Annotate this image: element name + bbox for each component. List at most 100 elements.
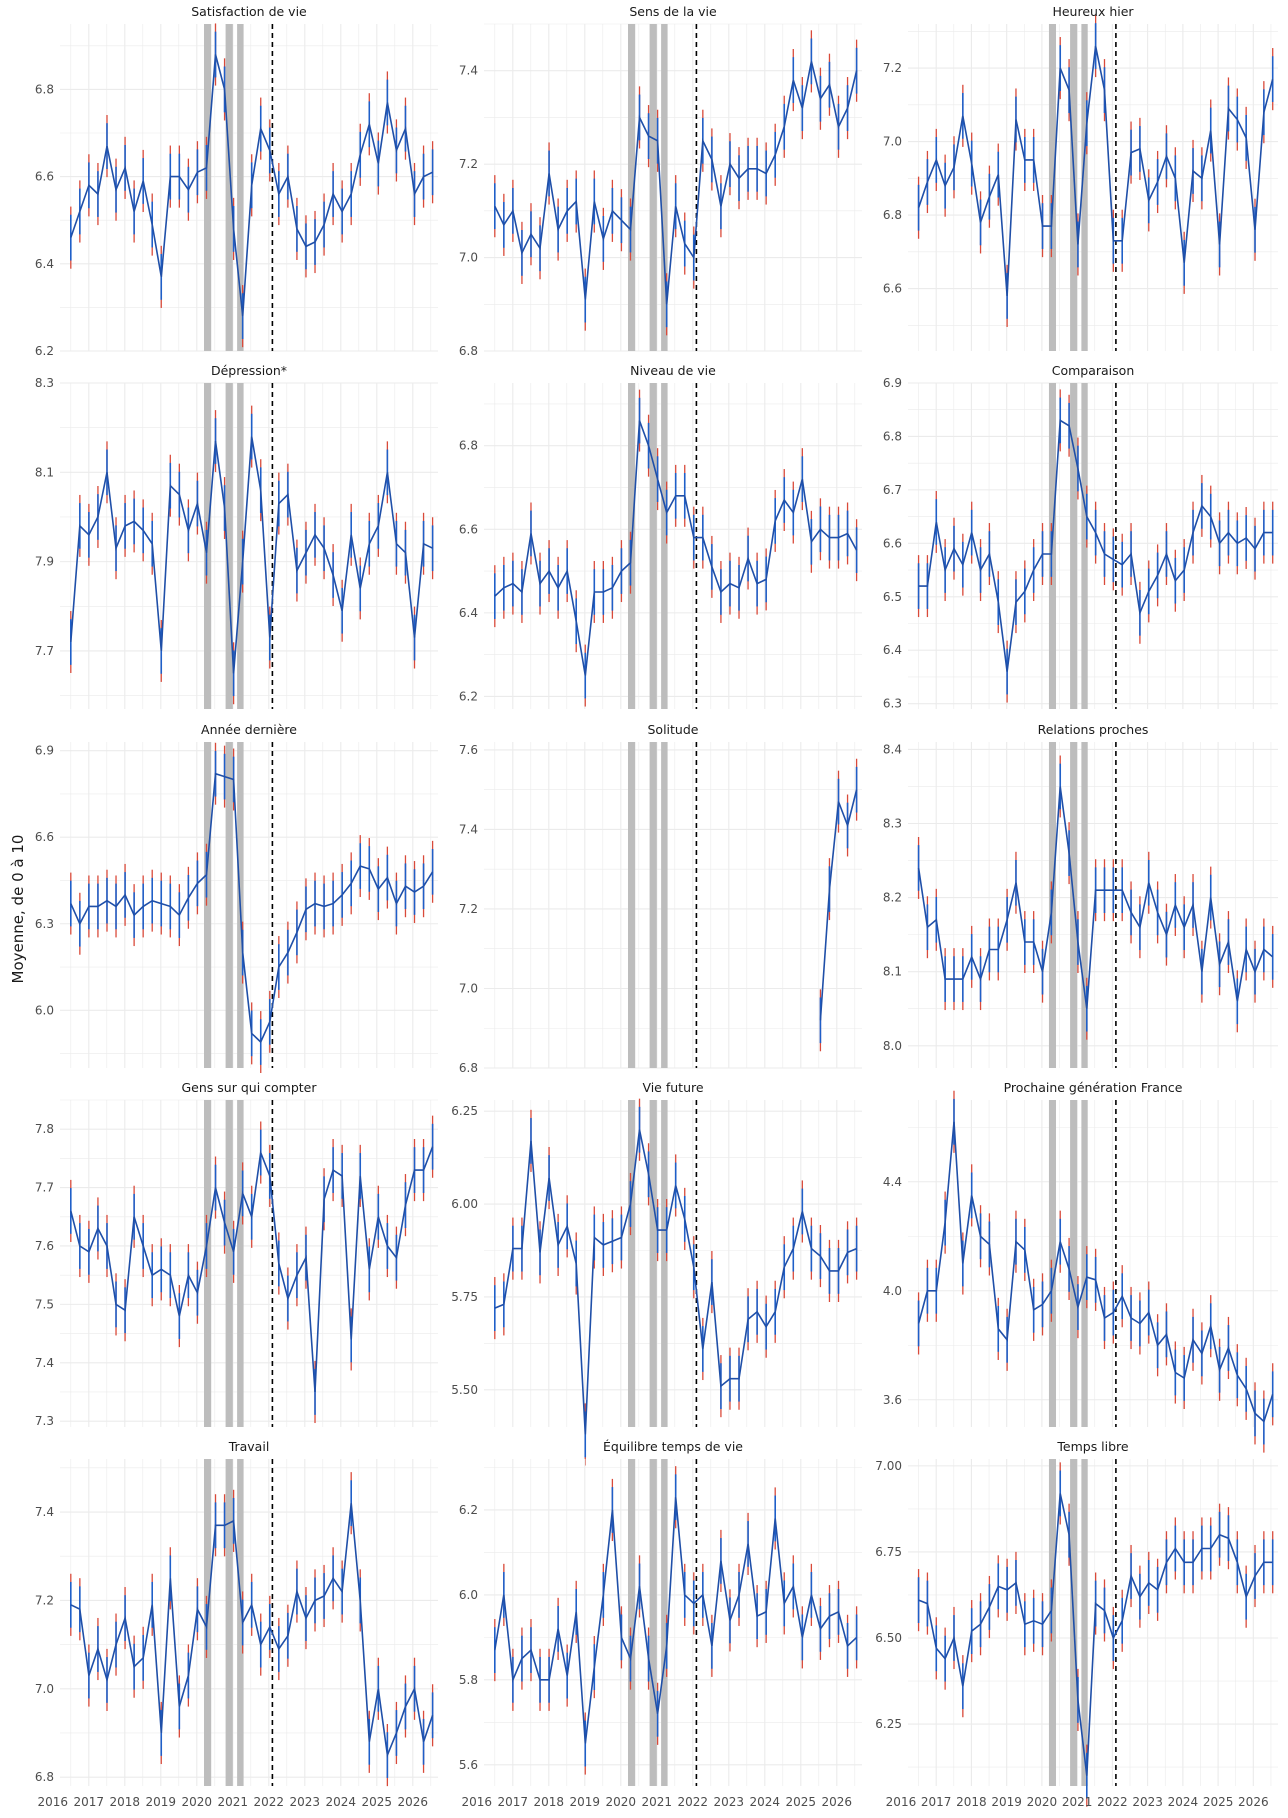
y-tick-label: 6.4 bbox=[883, 643, 902, 657]
y-tick-label: 7.4 bbox=[35, 1356, 54, 1370]
series-line bbox=[70, 1146, 434, 1393]
x-tick-label: 2016 bbox=[38, 1795, 69, 1809]
shaded-period bbox=[649, 24, 657, 351]
panel-title: Heureux hier bbox=[1052, 4, 1134, 19]
y-tick-label: 7.9 bbox=[35, 555, 54, 569]
x-tick-label: 2018 bbox=[110, 1795, 141, 1809]
panel-title: Relations proches bbox=[1038, 722, 1149, 737]
x-tick-label: 2019 bbox=[570, 1795, 601, 1809]
x-tick-label: 2021 bbox=[218, 1795, 249, 1809]
panel-title: Satisfaction de vie bbox=[191, 4, 307, 19]
y-tick-label: 4.4 bbox=[883, 1175, 902, 1189]
shaded-period bbox=[1070, 383, 1078, 709]
panel-title: Gens sur qui compter bbox=[182, 1080, 318, 1095]
series-line bbox=[819, 789, 858, 1021]
x-tick-label: 2020 bbox=[606, 1795, 637, 1809]
panel-5: 6.2 6.4 6.6 6.8 Niveau de vie bbox=[459, 363, 862, 709]
y-tick-label: 6.00 bbox=[451, 1197, 478, 1211]
y-tick-label: 6.50 bbox=[875, 1631, 902, 1645]
x-tick-label: 2016 bbox=[462, 1795, 493, 1809]
panel-13: 6.8 7.0 7.2 7.4 2016 2017 2018 2019 2020 2021 2022… bbox=[35, 1439, 438, 1809]
y-tick-label: 6.2 bbox=[35, 344, 54, 358]
shaded-period bbox=[649, 1459, 657, 1786]
panel-12: 3.6 4.0 4.4 Prochaine génération France bbox=[883, 1080, 1278, 1453]
panel-title: Solitude bbox=[648, 722, 699, 737]
y-tick-label: 6.0 bbox=[35, 1003, 54, 1017]
shaded-period bbox=[1081, 24, 1088, 351]
shaded-period bbox=[649, 1100, 657, 1427]
shaded-period bbox=[649, 383, 657, 709]
x-tick-label: 2025 bbox=[1203, 1795, 1234, 1809]
x-tick-label: 2016 bbox=[886, 1795, 917, 1809]
shaded-period bbox=[225, 383, 233, 709]
y-tick-label: 6.8 bbox=[883, 429, 902, 443]
x-tick-label: 2017 bbox=[498, 1795, 529, 1809]
series-line bbox=[494, 1129, 857, 1435]
y-tick-label: 6.0 bbox=[459, 1588, 478, 1602]
panel-7: 6.0 6.3 6.6 6.9 Année dernière bbox=[35, 722, 438, 1074]
panel-6: 6.3 6.4 6.5 6.6 6.7 6.8 6.9 Comparaison bbox=[883, 363, 1278, 711]
x-tick-label: 2026 bbox=[398, 1795, 429, 1809]
shaded-period bbox=[225, 742, 233, 1068]
y-tick-label: 6.5 bbox=[883, 590, 902, 604]
series-line bbox=[918, 1493, 1273, 1776]
shaded-period bbox=[628, 1100, 636, 1427]
panel-8: 6.8 7.0 7.2 7.4 7.6 Solitude bbox=[459, 722, 862, 1075]
panel-title: Équilibre temps de vie bbox=[603, 1439, 743, 1454]
shaded-period bbox=[661, 24, 668, 351]
y-tick-label: 8.1 bbox=[35, 465, 54, 479]
y-tick-label: 7.0 bbox=[459, 251, 478, 265]
panel-title: Année dernière bbox=[201, 722, 297, 737]
x-tick-label: 2022 bbox=[678, 1795, 709, 1809]
y-tick-label: 7.0 bbox=[35, 1682, 54, 1696]
panel-4: 7.7 7.9 8.1 8.3 Dépression* bbox=[35, 363, 438, 709]
y-tick-label: 6.2 bbox=[459, 689, 478, 703]
x-tick-label: 2017 bbox=[921, 1795, 952, 1809]
x-tick-label: 2023 bbox=[1132, 1795, 1163, 1809]
y-tick-label: 6.7 bbox=[883, 483, 902, 497]
shaded-period bbox=[237, 1100, 244, 1427]
panel-title: Travail bbox=[228, 1439, 270, 1454]
x-tick-label: 2020 bbox=[182, 1795, 213, 1809]
y-tick-label: 7.0 bbox=[459, 981, 478, 995]
y-tick-label: 6.4 bbox=[459, 606, 478, 620]
x-tick-label: 2021 bbox=[642, 1795, 673, 1809]
series-line bbox=[917, 45, 1274, 296]
y-tick-label: 6.9 bbox=[883, 376, 902, 390]
y-tick-label: 6.8 bbox=[35, 1770, 54, 1784]
panel-title: Sens de la vie bbox=[629, 4, 717, 19]
y-tick-label: 6.25 bbox=[875, 1717, 902, 1731]
y-tick-label: 4.0 bbox=[883, 1284, 902, 1298]
y-tick-label: 6.2 bbox=[459, 1503, 478, 1517]
shaded-period bbox=[628, 742, 636, 1068]
y-axis-label: Moyenne, de 0 à 10 bbox=[9, 834, 27, 984]
x-tick-label: 2018 bbox=[956, 1795, 987, 1809]
y-tick-label: 3.6 bbox=[883, 1393, 902, 1407]
series-line bbox=[494, 1497, 858, 1744]
y-tick-label: 6.8 bbox=[459, 344, 478, 358]
panel-1: 6.2 6.4 6.6 6.8 Satisfaction de vie bbox=[35, 4, 438, 358]
y-tick-label: 6.6 bbox=[459, 522, 478, 536]
y-tick-label: 7.6 bbox=[459, 743, 478, 757]
y-tick-label: 6.25 bbox=[451, 1104, 478, 1118]
x-tick-label: 2025 bbox=[362, 1795, 393, 1809]
panel-title: Dépression* bbox=[211, 363, 287, 378]
y-tick-label: 8.0 bbox=[883, 1039, 902, 1053]
panel-title: Prochaine génération France bbox=[1004, 1080, 1183, 1095]
shaded-period bbox=[661, 742, 668, 1068]
panel-3: 6.6 6.8 7.0 7.2 Heureux hier bbox=[883, 4, 1278, 351]
shaded-period bbox=[661, 1100, 668, 1427]
series-line bbox=[70, 54, 433, 317]
x-tick-label: 2024 bbox=[750, 1795, 781, 1809]
panel-15: 6.25 6.50 6.75 7.00 2016 2017 2018 2019 2020 2021… bbox=[875, 1439, 1278, 1809]
y-tick-label: 5.8 bbox=[459, 1673, 478, 1687]
series-line bbox=[494, 420, 858, 676]
x-tick-label: 2023 bbox=[714, 1795, 745, 1809]
y-tick-label: 6.8 bbox=[35, 82, 54, 96]
x-tick-label: 2019 bbox=[146, 1795, 177, 1809]
series-line bbox=[917, 786, 1274, 1009]
y-tick-label: 6.4 bbox=[35, 257, 54, 271]
panel-title: Comparaison bbox=[1052, 363, 1135, 378]
shaded-period bbox=[649, 742, 657, 1068]
